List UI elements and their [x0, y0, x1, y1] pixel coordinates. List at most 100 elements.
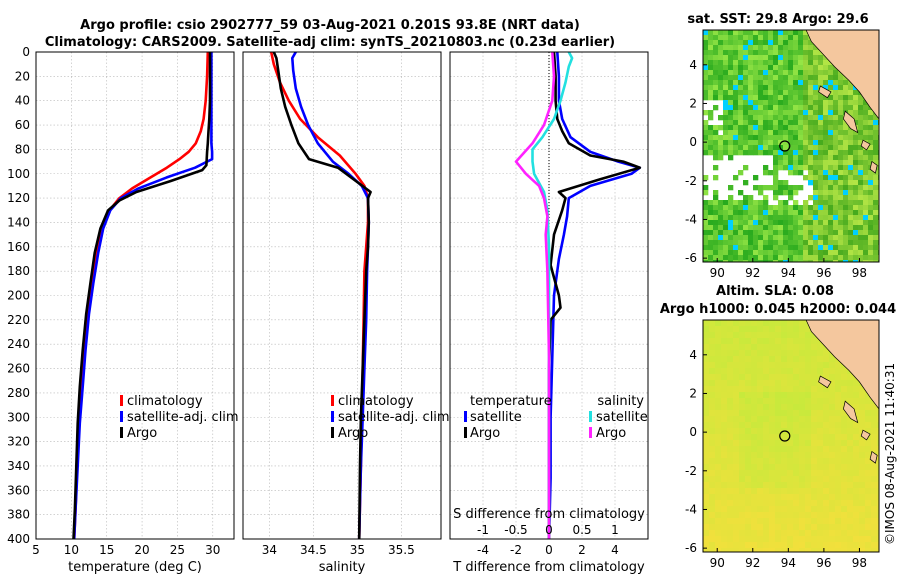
map-cell	[853, 512, 860, 519]
map-cell	[838, 95, 844, 101]
map-cell	[833, 110, 839, 116]
map-cell	[788, 100, 794, 106]
map-cell	[733, 524, 740, 531]
map-cell	[708, 240, 714, 246]
map-cell	[841, 524, 848, 531]
map-cell	[769, 476, 776, 483]
map-cell	[721, 380, 728, 387]
map-cell	[727, 320, 734, 327]
map-cell	[758, 100, 764, 106]
map-cell	[859, 458, 866, 465]
depth-tick: 240	[7, 337, 30, 351]
map-cell	[709, 500, 716, 507]
map-cell	[788, 250, 794, 256]
map-cell	[773, 205, 779, 211]
map-cell	[763, 548, 770, 552]
map-cell	[808, 245, 814, 251]
map-cell	[859, 506, 866, 513]
map-cell	[833, 230, 839, 236]
map-cell	[793, 260, 799, 262]
map-cell	[709, 356, 716, 363]
map-cell	[843, 90, 849, 96]
map-cell	[813, 140, 819, 146]
map-cell	[751, 350, 758, 357]
map-cell	[783, 180, 789, 186]
map-cell	[727, 500, 734, 507]
map-cell	[748, 235, 754, 241]
map-cell	[798, 220, 804, 226]
map-cell	[828, 145, 834, 151]
map-cell	[763, 350, 770, 357]
map-cell	[848, 155, 854, 161]
map-cell	[728, 250, 734, 256]
map-cell	[808, 210, 814, 216]
legend-swatch-s-argo	[589, 427, 592, 438]
map-cell	[858, 210, 864, 216]
map-cell	[818, 80, 824, 86]
map-cell	[788, 255, 794, 261]
map-cell	[769, 518, 776, 525]
map-cell	[799, 524, 806, 531]
map-cell	[739, 440, 746, 447]
map-cell	[787, 482, 794, 489]
map-cell	[745, 374, 752, 381]
map-cell	[818, 250, 824, 256]
map-cell	[799, 476, 806, 483]
map-cell	[753, 145, 759, 151]
map-cell	[757, 470, 764, 477]
map-cell	[813, 85, 819, 91]
map-cell	[823, 536, 830, 543]
map-cell	[753, 55, 759, 61]
map-cell	[853, 170, 859, 176]
map-cell	[739, 404, 746, 411]
map-cell	[828, 150, 834, 156]
map-cell	[811, 548, 818, 552]
map-cell	[858, 215, 864, 221]
map-cell	[793, 30, 799, 36]
map-cell	[868, 185, 874, 191]
map-cell	[853, 464, 860, 471]
map-cell	[733, 368, 740, 375]
map-cell	[783, 115, 789, 121]
map-cell	[848, 85, 854, 91]
map-cell	[727, 368, 734, 375]
map-cell	[778, 230, 784, 236]
map-cell	[808, 145, 814, 151]
map-cell	[853, 428, 860, 435]
map-cell	[751, 440, 758, 447]
map-cell	[808, 120, 814, 126]
map-cell	[871, 488, 878, 495]
map-cell	[858, 200, 864, 206]
map-cell	[877, 530, 879, 537]
sst-map-title: sat. SST: 29.8 Argo: 29.6	[687, 12, 868, 27]
series-group	[269, 52, 372, 539]
map-cell	[813, 170, 819, 176]
map-cell	[833, 115, 839, 121]
map-cell	[793, 225, 799, 231]
map-cell	[781, 416, 788, 423]
map-cell	[723, 200, 729, 206]
land-sumatra	[805, 30, 879, 120]
map-cell	[748, 205, 754, 211]
map-cell	[778, 160, 784, 166]
map-cell	[708, 250, 714, 256]
map-cell	[835, 488, 842, 495]
map-cell	[751, 356, 758, 363]
map-cell	[745, 338, 752, 345]
map-cell	[721, 476, 728, 483]
map-cell	[728, 100, 734, 106]
map-cell	[778, 50, 784, 56]
map-cell	[718, 80, 724, 86]
map-cell	[703, 434, 710, 441]
map-cell	[745, 344, 752, 351]
map-cell	[817, 476, 824, 483]
map-cell	[751, 452, 758, 459]
map-cell	[738, 35, 744, 41]
map-cell	[833, 140, 839, 146]
map-cell	[745, 392, 752, 399]
map-cell	[768, 75, 774, 81]
map-cell	[823, 225, 829, 231]
map-cell	[823, 85, 829, 91]
map-cell	[808, 260, 814, 262]
map-cell	[768, 45, 774, 51]
